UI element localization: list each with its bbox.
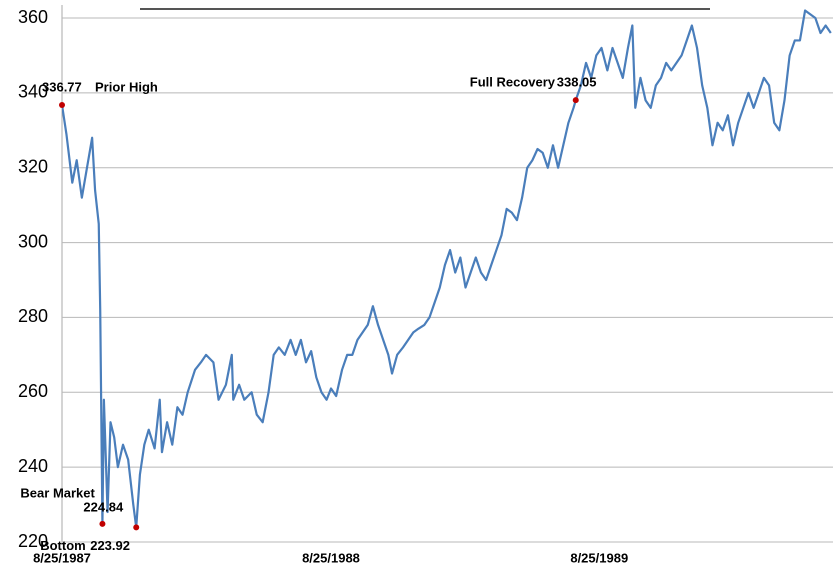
annotation-marker	[572, 97, 579, 104]
annotation-value: 224.84	[83, 499, 124, 514]
x-tick-label: 8/25/1987	[33, 550, 91, 565]
x-tick-label: 8/25/1989	[570, 550, 628, 565]
annotation-text: Full Recovery	[470, 75, 556, 90]
annotation-text: Bear Market	[20, 485, 95, 500]
y-tick-label: 320	[18, 156, 48, 176]
y-tick-label: 280	[18, 306, 48, 326]
y-tick-label: 220	[18, 531, 48, 551]
y-tick-label: 240	[18, 456, 48, 476]
annotation-value: 336.77	[42, 79, 82, 94]
annotation-marker	[99, 520, 106, 527]
y-tick-label: 300	[18, 231, 48, 251]
y-tick-label: 260	[18, 381, 48, 401]
annotation-marker	[133, 524, 140, 531]
annotation-value: 338.05	[557, 75, 597, 90]
annotation-value: 223.92	[90, 538, 130, 553]
price-line	[62, 9, 832, 529]
y-tick-label: 360	[18, 7, 48, 27]
annotation-marker	[59, 101, 65, 108]
y-tick-label: 340	[18, 82, 48, 102]
x-tick-label: 8/25/1988	[302, 550, 360, 565]
annotation-text: Prior High	[95, 79, 158, 94]
annotation-text: Bottom	[40, 538, 85, 553]
